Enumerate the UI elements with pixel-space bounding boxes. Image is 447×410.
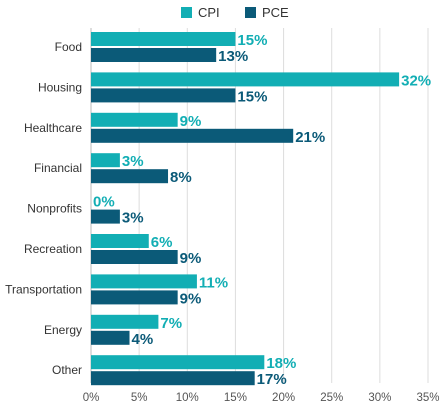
legend-swatch-cpi (181, 7, 192, 18)
x-tick-label: 15% (224, 392, 247, 404)
data-label-cpi: 6% (151, 234, 173, 251)
bar-cpi (91, 153, 120, 168)
category-label: Other (52, 363, 82, 377)
bar-pce (91, 209, 120, 224)
category-label: Nonprofits (27, 202, 82, 216)
bar-cpi (91, 234, 149, 248)
data-label-cpi: 9% (180, 113, 202, 130)
data-label-pce: 13% (218, 48, 248, 65)
category-label: Recreation (24, 242, 82, 256)
bar-cpi (91, 314, 159, 329)
x-tick-label: 10% (176, 392, 199, 404)
bar-pce (91, 48, 217, 62)
legend-label-cpi: CPI (198, 5, 220, 20)
bar-pce (91, 290, 178, 305)
bar-cpi (91, 355, 265, 370)
bar-cpi (91, 274, 197, 289)
x-tick-label: 25% (320, 392, 343, 404)
bar-cpi (91, 72, 400, 87)
bar-pce (91, 371, 255, 386)
legend-label-pce: PCE (262, 5, 289, 20)
x-tick-label: 30% (368, 392, 391, 404)
data-label-pce: 4% (132, 331, 154, 348)
data-label-pce: 3% (122, 210, 144, 227)
legend-swatch-pce (245, 7, 256, 18)
category-label: Healthcare (24, 121, 82, 135)
bar-pce (91, 250, 178, 264)
data-label-pce: 15% (237, 88, 267, 105)
data-label-cpi: 32% (401, 72, 431, 89)
category-label: Transportation (5, 282, 82, 296)
x-tick-label: 0% (83, 392, 100, 404)
bar-cpi (91, 32, 236, 46)
data-label-pce: 8% (170, 169, 192, 186)
bar-cpi (91, 112, 178, 127)
data-label-cpi: 7% (160, 315, 182, 332)
bars (91, 32, 400, 386)
x-tick-label: 5% (131, 392, 148, 404)
data-label-pce: 17% (257, 371, 287, 388)
data-label-cpi: 3% (122, 153, 144, 170)
x-tick-label: 20% (272, 392, 295, 404)
category-label: Housing (38, 80, 82, 94)
data-label-cpi: 18% (266, 355, 296, 372)
category-label: Food (55, 40, 82, 54)
bar-pce (91, 330, 130, 345)
data-label-cpi: 15% (237, 32, 267, 49)
data-label-pce: 21% (295, 129, 325, 146)
category-label: Energy (44, 323, 82, 337)
category-label: Financial (34, 161, 82, 175)
grid-lines (90, 28, 429, 383)
bar-pce (91, 88, 236, 103)
legend: CPI PCE (181, 5, 289, 20)
data-label-pce: 9% (180, 250, 202, 267)
bar-pce (91, 169, 169, 184)
data-label-pce: 9% (180, 290, 202, 307)
data-label-cpi: 0% (93, 194, 115, 211)
bar-pce (91, 128, 294, 143)
data-label-cpi: 11% (199, 274, 228, 291)
labels: 0% 5% 10% 15% 20% 25% 30% 35%Food 15%13%Housing 3… (5, 32, 439, 404)
x-tick-label: 35% (416, 392, 439, 404)
